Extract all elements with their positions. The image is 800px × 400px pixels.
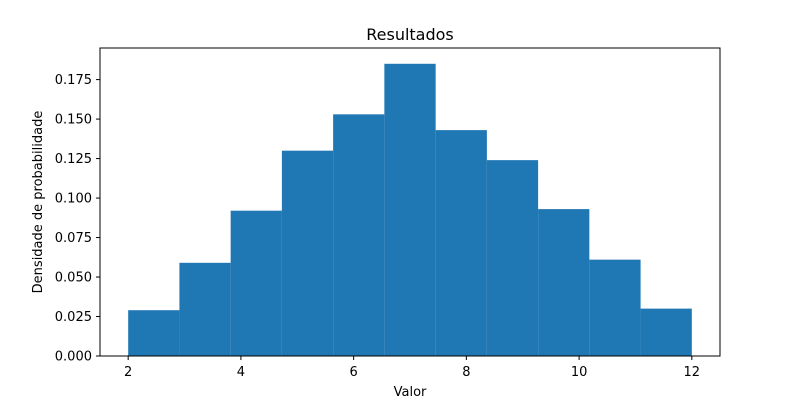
y-tick-label: 0.150 <box>55 113 92 128</box>
histogram-bar <box>538 209 589 356</box>
y-tick-label: 0.025 <box>55 310 92 325</box>
chart-title: Resultados <box>366 25 454 44</box>
x-axis-label: Valor <box>394 385 427 400</box>
x-tick-label: 2 <box>124 365 132 380</box>
y-axis-label: Densidade de probabilidade <box>31 111 46 294</box>
histogram-bar <box>384 64 435 356</box>
histogram-bar <box>487 160 538 356</box>
histogram-bar <box>282 151 333 356</box>
x-tick-label: 6 <box>349 365 357 380</box>
histogram-bar <box>231 211 282 356</box>
y-tick-label: 0.075 <box>55 231 92 246</box>
y-tick-label: 0.050 <box>55 271 92 286</box>
y-tick-label: 0.100 <box>55 192 92 207</box>
y-tick-label: 0.000 <box>55 350 92 365</box>
histogram-bar <box>179 263 230 356</box>
x-tick-label: 8 <box>462 365 470 380</box>
histogram-bar <box>333 114 384 356</box>
y-tick-label: 0.175 <box>55 73 92 88</box>
histogram-bar <box>589 260 640 356</box>
y-tick-label: 0.125 <box>55 152 92 167</box>
x-tick-label: 4 <box>237 365 245 380</box>
histogram-bar <box>641 309 692 356</box>
histogram-bar <box>436 130 487 356</box>
histogram-bar <box>128 310 179 356</box>
x-tick-label: 12 <box>684 365 701 380</box>
x-tick-label: 10 <box>571 365 588 380</box>
